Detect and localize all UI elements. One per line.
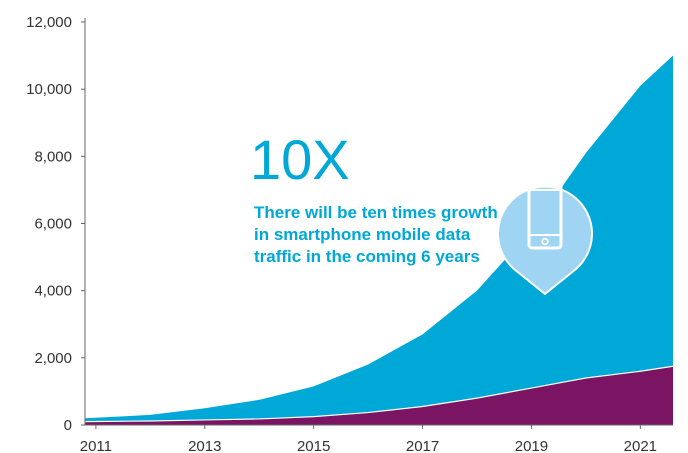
- y-tick-label: 10,000: [26, 81, 72, 98]
- y-tick-label: 4,000: [34, 283, 72, 300]
- phone-outline: [527, 178, 563, 250]
- y-tick-label: 12,000: [26, 14, 72, 31]
- smartphone-pin-icon: [497, 178, 593, 296]
- annotation-text: There will be ten times growth in smartp…: [254, 203, 498, 266]
- area-lower: [85, 366, 673, 425]
- x-tick-label: 2011: [80, 438, 112, 453]
- x-tick-label: 2017: [406, 438, 439, 453]
- x-tick-label: 2021: [624, 438, 657, 453]
- x-tick-label: 2013: [188, 438, 221, 453]
- x-tick-label: 2019: [515, 438, 548, 453]
- pin-shape: [497, 185, 593, 296]
- y-tick-label: 0: [64, 417, 72, 434]
- y-tick-label: 8,000: [34, 148, 72, 165]
- y-tick-label: 6,000: [34, 216, 72, 233]
- annotation-headline: 10X: [250, 128, 350, 191]
- phone-home-button: [541, 237, 549, 246]
- chart-ticks: 0 2,000 4,000 6,000 8,000 10,000 12,000 2011 201…: [26, 14, 657, 453]
- y-tick-label: 2,000: [34, 350, 72, 367]
- chart-axes: [84, 18, 673, 426]
- x-tick-label: 2015: [297, 438, 330, 453]
- area-total: [85, 55, 673, 425]
- lower-area-edge: [84, 365, 674, 423]
- chart-areas: [84, 55, 674, 425]
